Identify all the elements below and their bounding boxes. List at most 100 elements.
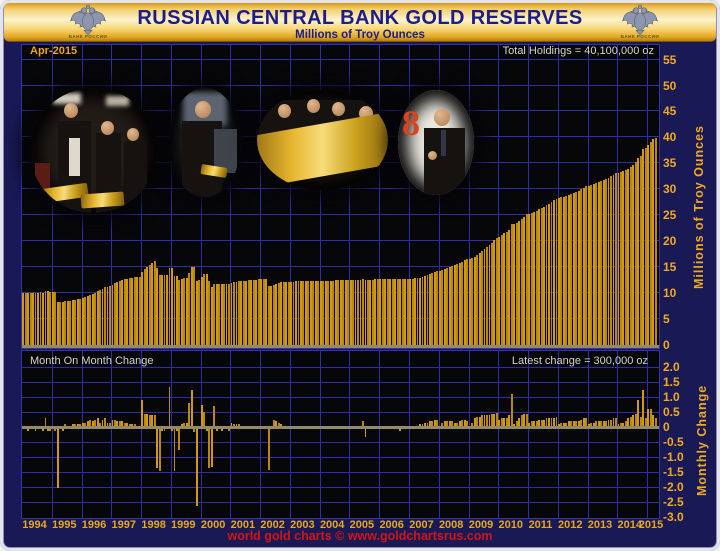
holdings-bar	[267, 286, 270, 346]
lower-y-tick-label: 2.0	[663, 360, 680, 374]
holdings-bar	[235, 281, 238, 346]
holdings-bar	[597, 182, 600, 346]
change-bar	[436, 419, 439, 427]
change-bar	[607, 419, 610, 427]
holdings-bar	[173, 275, 176, 346]
holdings-bar	[193, 267, 196, 346]
holdings-bar	[612, 174, 615, 346]
holdings-bar	[513, 223, 516, 346]
change-bar	[555, 416, 558, 427]
holdings-bar	[290, 281, 292, 346]
holdings-bar	[113, 283, 116, 346]
holdings-bar	[557, 198, 560, 346]
change-bar	[592, 422, 595, 427]
change-bar	[173, 429, 176, 471]
double-headed-eagle-icon	[70, 4, 106, 36]
holdings-bar	[394, 278, 397, 346]
change-bar	[128, 424, 131, 427]
holdings-bar	[183, 278, 186, 346]
holdings-bar	[49, 291, 52, 346]
holdings-bar	[240, 281, 243, 346]
year-gridline	[379, 45, 381, 348]
holdings-bar	[252, 279, 255, 346]
upper-y-tick-label: 10	[663, 286, 677, 301]
holdings-bar	[66, 301, 69, 346]
value-gridline	[22, 457, 659, 458]
change-bar	[595, 421, 598, 427]
change-bar	[495, 412, 498, 427]
holdings-bar	[223, 283, 225, 346]
year-gridline	[260, 351, 262, 518]
change-bar	[513, 424, 516, 427]
holdings-bar	[59, 301, 62, 346]
holdings-bar	[272, 284, 275, 346]
holdings-bar	[146, 267, 149, 346]
holdings-bar	[163, 275, 166, 346]
latest-change-label: Latest change = 300,000 oz	[511, 355, 648, 367]
year-gridline	[379, 351, 381, 518]
year-gridline	[557, 351, 559, 518]
change-bar	[424, 422, 426, 427]
holdings-bar	[121, 280, 124, 346]
upper-y-tick-label: 25	[663, 208, 677, 223]
holdings-bar	[153, 260, 156, 346]
holdings-bar	[443, 268, 446, 346]
holdings-bar	[371, 279, 374, 346]
holdings-bar	[270, 285, 273, 346]
holdings-bar	[468, 259, 471, 346]
value-gridline	[22, 397, 659, 398]
change-bar	[582, 418, 585, 427]
upper-y-tick-label: 40	[663, 130, 677, 145]
change-bar	[545, 418, 548, 427]
change-bar	[557, 423, 560, 427]
upper-y-tick-label: 35	[663, 156, 677, 171]
year-gridline	[230, 351, 232, 518]
holdings-bar	[118, 281, 121, 346]
change-bar	[220, 429, 223, 431]
lower-y-tick-label: -0.5	[663, 435, 684, 449]
holdings-bar	[71, 300, 74, 346]
holdings-bar	[292, 281, 295, 346]
change-bar	[498, 420, 501, 427]
change-bar	[634, 413, 637, 427]
holdings-bar	[171, 268, 173, 346]
holdings-bar	[508, 229, 511, 346]
upper-zero-axis	[22, 345, 659, 348]
change-bar	[183, 422, 186, 427]
change-bar	[116, 421, 119, 427]
change-bar	[515, 421, 518, 427]
holdings-bar	[161, 275, 163, 346]
holdings-bar	[225, 283, 228, 346]
holdings-bar	[96, 291, 99, 346]
holdings-bar	[230, 282, 233, 346]
change-bar	[585, 418, 588, 427]
holdings-bar	[404, 279, 407, 346]
change-bar	[84, 422, 87, 427]
holdings-bar	[133, 277, 136, 346]
lower-y-tick-label: -2.0	[663, 480, 684, 494]
year-gridline	[111, 351, 113, 518]
right-logo-caption: БАНК РОССИИ	[620, 34, 660, 39]
holdings-bar	[285, 281, 288, 346]
holdings-bar	[262, 279, 265, 346]
holdings-bar	[188, 273, 191, 346]
year-gridline	[617, 351, 619, 518]
change-bar	[193, 429, 196, 432]
holdings-bar	[476, 254, 479, 346]
change-bar	[577, 421, 580, 427]
double-headed-eagle-icon	[622, 4, 658, 36]
holdings-bar	[101, 288, 104, 346]
holdings-bar	[426, 275, 429, 346]
change-bar	[575, 421, 578, 427]
holdings-bar	[533, 211, 536, 346]
holdings-bar	[582, 187, 585, 346]
change-bar	[161, 429, 163, 431]
red-eight-logo: 8	[402, 103, 420, 143]
change-bar	[171, 429, 173, 431]
year-gridline	[81, 351, 83, 518]
officials-with-large-gold-bar-photo	[257, 90, 388, 190]
change-bar	[275, 421, 278, 427]
change-bar	[543, 419, 545, 427]
year-gridline	[587, 351, 589, 518]
